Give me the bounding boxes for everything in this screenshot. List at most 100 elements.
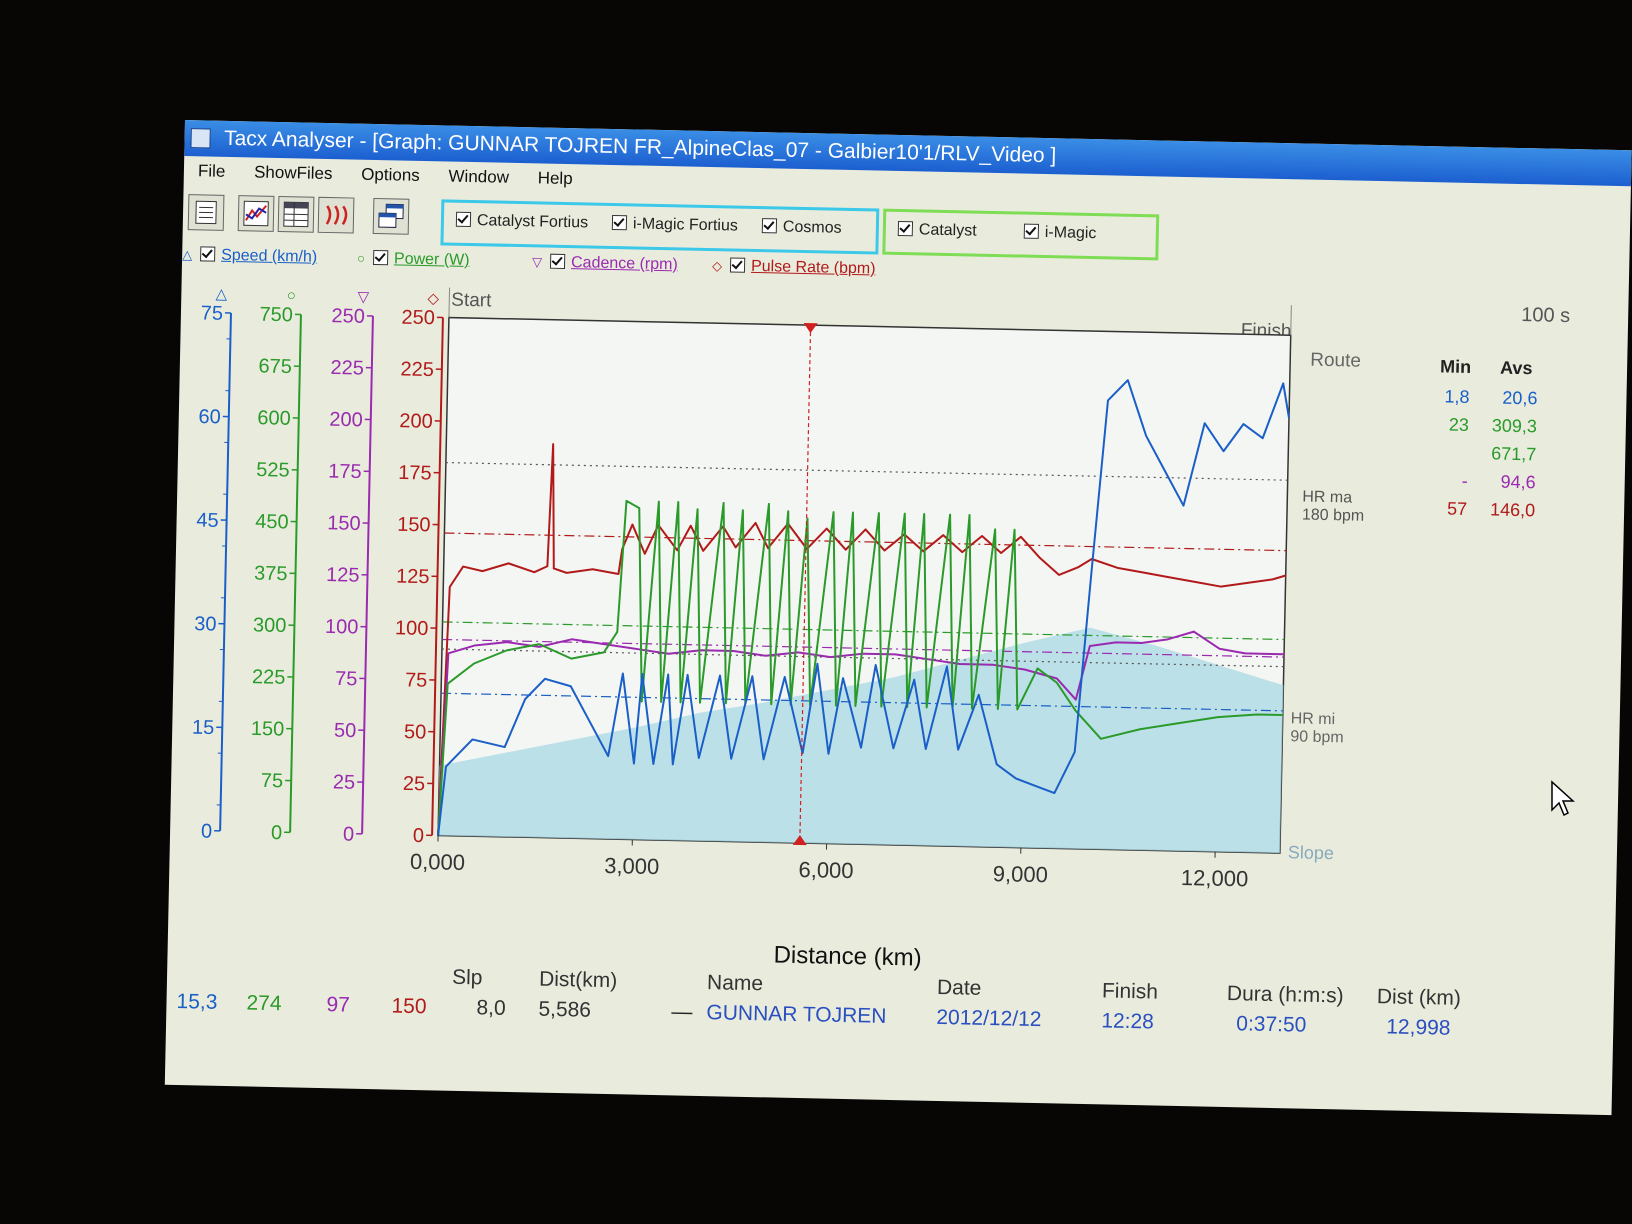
tick-label-pulse: 125 bbox=[396, 566, 430, 589]
tick-label-speed: 0 bbox=[201, 820, 213, 842]
stats-header-min: Min bbox=[1439, 356, 1472, 377]
check-icon bbox=[729, 257, 746, 273]
duration-label: Dura (h:m:s) bbox=[1226, 982, 1344, 1008]
tick-label-pulse: 100 bbox=[395, 617, 429, 640]
stat-pulse-min: 57 bbox=[1446, 498, 1468, 519]
report-button[interactable] bbox=[187, 194, 225, 231]
menu-help[interactable]: Help bbox=[537, 168, 573, 189]
reference-line-4 bbox=[441, 692, 1283, 712]
tick-label-pulse: 175 bbox=[398, 462, 432, 485]
stat-power2-avg: 671,7 bbox=[1491, 443, 1537, 465]
check-icon bbox=[455, 211, 472, 228]
start-label: Start bbox=[451, 290, 492, 312]
dist-label: Dist(km) bbox=[538, 967, 618, 993]
cursor-power: 274 bbox=[246, 991, 282, 1016]
checkbox-catalyst[interactable]: Catalyst bbox=[897, 220, 977, 241]
axis-power bbox=[289, 314, 302, 833]
menu-window[interactable]: Window bbox=[448, 166, 510, 187]
total-dist-label: Dist (km) bbox=[1376, 985, 1462, 1010]
series-line-pulse bbox=[437, 443, 1286, 836]
check-icon bbox=[761, 218, 778, 234]
trainer-group-2: Catalyst i-Magic bbox=[882, 208, 1160, 261]
triangle-up-icon: △ bbox=[182, 246, 193, 263]
name-label: Name bbox=[706, 971, 764, 996]
tick-label-cadence: 250 bbox=[331, 305, 365, 328]
channel-power[interactable]: ○ Power (W) bbox=[356, 249, 470, 269]
finish-time-value: 12:28 bbox=[1101, 1009, 1155, 1034]
stat-power-min: 23 bbox=[1448, 414, 1470, 435]
date-value: 2012/12/12 bbox=[936, 1005, 1042, 1032]
reference-line-1 bbox=[444, 532, 1287, 552]
laps-button[interactable] bbox=[317, 196, 355, 234]
reference-line-0 bbox=[445, 461, 1288, 481]
check-icon bbox=[372, 249, 389, 266]
start-line bbox=[448, 287, 451, 318]
hr-max-label: HR ma bbox=[1302, 488, 1352, 506]
cursor-speed: 15,3 bbox=[176, 990, 218, 1014]
finish-time-label: Finish bbox=[1101, 979, 1159, 1004]
x-tick-label: 0,000 bbox=[410, 849, 466, 875]
reference-line-5 bbox=[441, 648, 1284, 668]
check-icon bbox=[200, 246, 216, 262]
tick-label-power: 450 bbox=[255, 511, 289, 534]
tick-label-power: 675 bbox=[258, 355, 292, 378]
x-tick-label: 3,000 bbox=[604, 853, 660, 879]
channel-pulse[interactable]: ◇ Pulse Rate (bpm) bbox=[711, 257, 876, 278]
tick-label-pulse: 50 bbox=[404, 721, 427, 743]
series-line-cadence bbox=[437, 630, 1285, 836]
axis-marker-power: ○ bbox=[287, 287, 296, 304]
stat-pulse-avg: 146,0 bbox=[1489, 499, 1536, 521]
windows-button[interactable] bbox=[372, 197, 410, 235]
tick-label-power: 150 bbox=[251, 718, 285, 741]
cursor-cadence: 97 bbox=[326, 993, 351, 1017]
menu-showfiles[interactable]: ShowFiles bbox=[253, 162, 333, 184]
checkbox-cosmos[interactable]: Cosmos bbox=[761, 218, 842, 238]
tick-label-power: 300 bbox=[253, 614, 287, 637]
checkbox-catalyst-fortius[interactable]: Catalyst Fortius bbox=[455, 211, 588, 233]
tick-label-cadence: 175 bbox=[328, 460, 362, 483]
plot-region bbox=[437, 287, 1292, 854]
axis-marker-speed: △ bbox=[215, 286, 227, 303]
rider-name[interactable]: GUNNAR TOJREN bbox=[706, 1001, 887, 1028]
checkbox-imagic[interactable]: i-Magic bbox=[1023, 223, 1097, 244]
duration-value: 0:37:50 bbox=[1236, 1012, 1307, 1037]
tick-label-cadence: 125 bbox=[326, 564, 360, 587]
tick-label-power: 0 bbox=[271, 822, 283, 844]
tick-label-pulse: 0 bbox=[413, 825, 425, 847]
tick-label-power: 225 bbox=[252, 666, 286, 689]
tick-label-cadence: 0 bbox=[343, 823, 355, 845]
series-line-power bbox=[437, 499, 1283, 836]
menu-file[interactable]: File bbox=[197, 161, 226, 181]
cursor-marker-top-icon bbox=[803, 323, 818, 334]
table-button[interactable] bbox=[277, 195, 315, 233]
cursor-marker-bottom-icon bbox=[792, 835, 807, 846]
graph-button[interactable] bbox=[237, 195, 275, 232]
tick-label-power: 75 bbox=[261, 770, 284, 792]
tick-label-pulse: 25 bbox=[403, 773, 426, 795]
channel-speed[interactable]: △ Speed (km/h) bbox=[182, 246, 318, 266]
reference-line-3 bbox=[442, 621, 1285, 641]
tick-label-pulse: 150 bbox=[397, 514, 431, 537]
tick-label-cadence: 225 bbox=[330, 357, 364, 380]
hr-max-value: 180 bpm bbox=[1302, 506, 1365, 524]
graph-area[interactable]: Start Finish Route HR ma 180 bpm HR mi 9… bbox=[167, 270, 1628, 990]
date-label: Date bbox=[936, 975, 982, 1000]
toolbar: Catalyst Fortius i-Magic Fortius Cosmos … bbox=[182, 186, 1630, 327]
x-tick-label: 6,000 bbox=[798, 857, 854, 883]
tick-label-cadence: 100 bbox=[325, 616, 359, 639]
tick-label-pulse: 225 bbox=[400, 358, 434, 381]
stat-cadence-avg: 94,6 bbox=[1500, 471, 1536, 493]
hr-min-label: HR mi bbox=[1291, 710, 1336, 728]
x-tick-label: 9,000 bbox=[993, 861, 1049, 887]
check-icon bbox=[897, 220, 914, 237]
checkbox-imagic-fortius[interactable]: i-Magic Fortius bbox=[611, 214, 738, 236]
tick-label-power: 375 bbox=[254, 563, 288, 586]
windows-icon bbox=[378, 203, 404, 228]
tick-label-cadence: 75 bbox=[335, 668, 358, 690]
route-label: Route bbox=[1310, 350, 1361, 372]
laps-icon bbox=[325, 205, 348, 225]
graph-icon bbox=[243, 200, 269, 227]
channel-cadence[interactable]: ▽ Cadence (rpm) bbox=[531, 253, 678, 274]
menu-options[interactable]: Options bbox=[361, 164, 420, 185]
x-axis: 0,000 3,000 6,000 9,000 12,000 bbox=[410, 835, 1248, 891]
